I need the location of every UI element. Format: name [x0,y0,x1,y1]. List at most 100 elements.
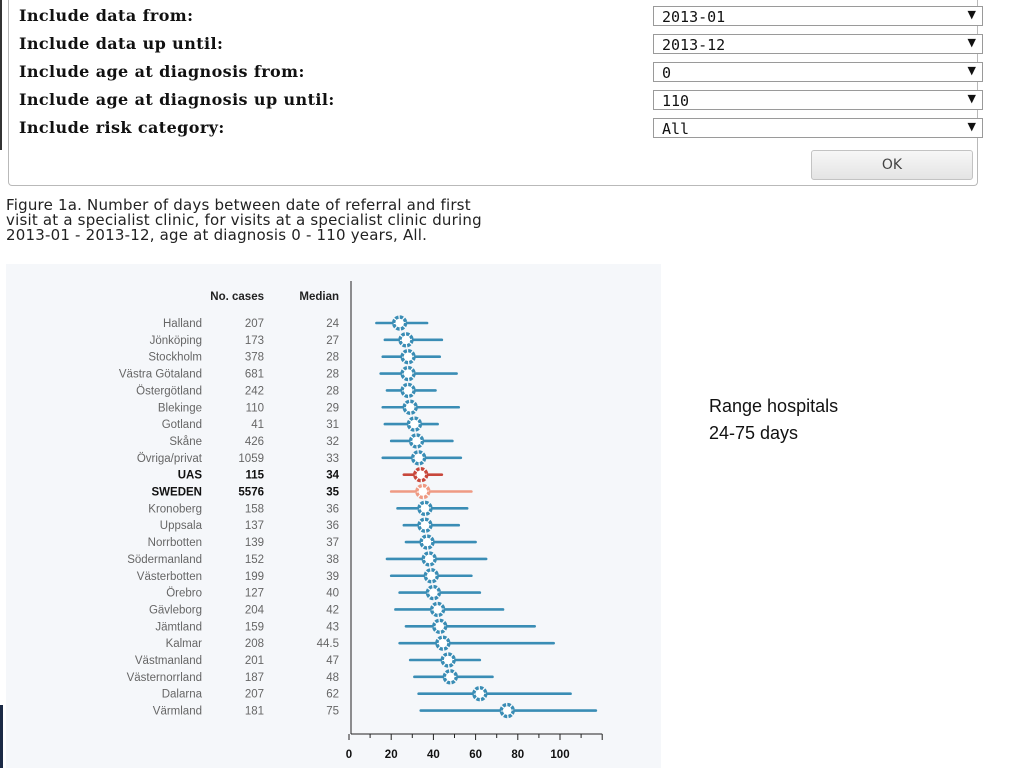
age-from-select[interactable]: 0 ▼ [653,62,983,82]
data-until-select[interactable]: 2013-12 ▼ [653,34,983,54]
median-value: 29 [326,402,339,414]
region-label: UAS [178,470,203,482]
median-days-chart: No. cases Median Halland 207 24 Jönköping 173 2… [119,281,603,761]
median-point [421,551,437,567]
cases-value: 110 [246,402,264,414]
filter-row-risk-category: Include risk category: All ▼ [19,118,983,140]
chevron-down-icon: ▼ [967,92,976,105]
median-point [499,702,515,719]
chart-container: No. cases Median Halland 207 24 Jönköping 173 2… [6,264,661,768]
median-point [435,635,451,651]
region-label: Övriga/privat [137,453,203,465]
cases-value: 207 [245,318,264,330]
median-point [400,382,416,399]
region-label: Västernorrland [127,672,202,684]
region-label: Dalarna [162,689,203,701]
chevron-down-icon: ▼ [967,8,976,21]
region-label: Västerbotten [137,571,202,583]
region-label: Kalmar [166,638,203,650]
cases-value: 204 [245,604,265,616]
cases-value: 1059 [238,453,264,465]
data-from-select[interactable]: 2013-01 ▼ [653,6,983,26]
cases-value: 137 [245,520,264,532]
region-label: Gävleborg [149,604,202,616]
region-label: Stockholm [148,352,202,364]
region-label: Värmland [153,706,202,718]
data-from-value: 2013-01 [662,8,726,26]
range-note: Range hospitals 24-75 days [709,393,838,447]
left-edge-rule [0,0,2,150]
median-value: 27 [326,335,339,347]
region-label: Norrbotten [148,537,202,549]
median-value: 44.5 [317,638,339,650]
median-point [406,416,423,432]
risk-category-select[interactable]: All ▼ [653,118,983,138]
median-point [400,348,416,365]
cases-value: 207 [245,689,264,701]
cases-value: 5576 [238,487,264,499]
median-point [417,500,433,517]
cases-value: 173 [245,335,264,347]
x-tick-label: 100 [550,749,569,761]
median-point [419,534,435,550]
median-value: 42 [326,604,339,616]
median-value: 48 [326,672,339,684]
median-value: 28 [326,352,339,364]
cases-column-header: No. cases [210,291,264,303]
region-label: Gotland [162,419,202,431]
filter-row-age-from: Include age at diagnosis from: 0 ▼ [19,62,983,84]
ok-button[interactable]: OK [811,150,973,180]
region-label: Jönköping [150,335,202,347]
cases-value: 187 [245,672,264,684]
cases-value: 152 [245,554,264,566]
median-column-header: Median [299,291,339,303]
region-label: Skåne [169,436,202,448]
median-point [429,601,446,618]
median-value: 34 [326,470,339,482]
cases-value: 199 [245,571,264,583]
median-value: 36 [326,503,339,515]
cases-value: 208 [245,638,264,650]
median-value: 33 [326,453,339,465]
cases-value: 127 [245,588,264,600]
cases-value: 681 [245,369,264,381]
region-label: Jämtland [155,621,202,633]
region-label: Kronoberg [148,503,202,515]
median-value: 39 [326,571,339,583]
filter-row-age-until: Include age at diagnosis up until: 110 ▼ [19,90,983,112]
filter-label-age-from: Include age at diagnosis from: [19,62,305,81]
filter-label-risk-category: Include risk category: [19,118,225,137]
median-point [425,584,442,601]
cases-value: 201 [245,655,264,667]
region-label: Uppsala [160,520,203,532]
median-value: 43 [326,621,339,633]
median-point [402,399,418,415]
median-point [398,332,414,348]
age-until-select[interactable]: 110 ▼ [653,90,983,110]
filter-label-data-until: Include data up until: [19,34,224,53]
region-label: Halland [163,318,202,330]
chevron-down-icon: ▼ [967,64,976,77]
filter-row-data-until: Include data up until: 2013-12 ▼ [19,34,983,56]
median-point [391,315,408,331]
x-tick-label: 20 [385,749,398,761]
cases-value: 115 [245,470,264,482]
median-value: 35 [326,487,339,499]
slide-edge-bar [0,705,3,768]
cases-value: 158 [245,503,264,515]
median-value: 37 [326,537,339,549]
filter-form-panel: Include data from: 2013-01 ▼ Include dat… [8,0,983,186]
cases-value: 242 [245,385,264,397]
median-point [400,365,416,382]
cases-value: 378 [245,352,264,364]
median-point [440,652,456,668]
median-value: 47 [326,655,339,667]
x-tick-label: 80 [511,749,524,761]
data-until-value: 2013-12 [662,36,726,54]
median-point [472,686,488,702]
caption-line-3: 2013-01 - 2013-12, age at diagnosis 0 - … [6,226,428,244]
x-tick-label: 0 [346,749,352,761]
cases-value: 426 [245,436,264,448]
median-point [413,466,429,483]
region-label: SWEDEN [152,487,202,499]
